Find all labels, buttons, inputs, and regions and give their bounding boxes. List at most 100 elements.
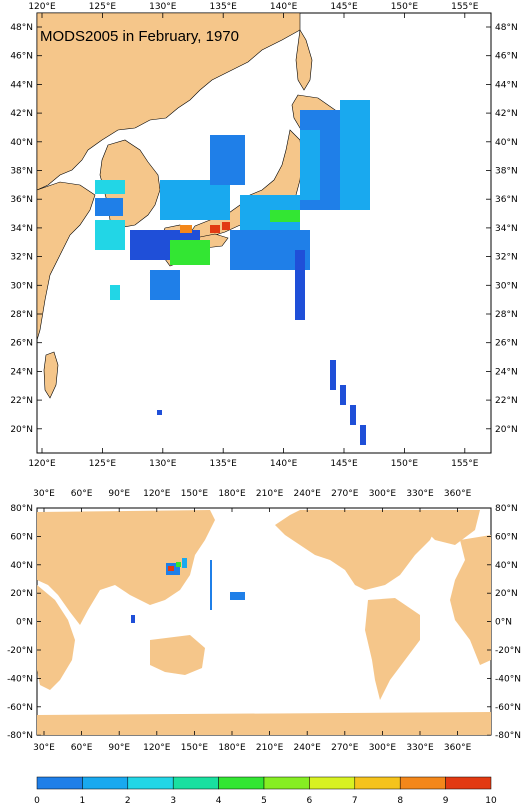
lon-label-top: 240°E — [294, 489, 322, 499]
map-title: MODS2005 in February, 1970 — [40, 28, 239, 45]
data-cell — [300, 130, 320, 200]
lon-label-bottom: 150°E — [181, 743, 209, 753]
data-cell — [360, 425, 366, 445]
data-cell — [157, 410, 162, 415]
lat-label-left: 38°N — [10, 167, 33, 177]
colorbar-cell — [218, 776, 265, 790]
lat-label-right: 32°N — [495, 253, 518, 263]
south-america — [365, 598, 420, 700]
data-cell — [95, 180, 125, 194]
lat-label-left: 26°N — [10, 339, 33, 349]
colorbar-cell — [172, 776, 219, 790]
data-cell — [95, 198, 123, 216]
colorbar-cell — [263, 776, 310, 790]
colorbar-cell — [354, 776, 401, 790]
lat-label-left: 44°N — [10, 80, 33, 90]
lon-label-bottom: 120°E — [143, 743, 171, 753]
lat-label-left: -40°N — [7, 674, 33, 684]
data-cell — [230, 592, 245, 600]
lon-label-bottom: 180°E — [218, 743, 246, 753]
lon-label-top: 120°E — [143, 489, 171, 499]
lat-label-right: -80°N — [495, 731, 521, 741]
data-cell — [95, 220, 125, 250]
lon-label-top: 125°E — [89, 2, 117, 12]
lat-label-right: -40°N — [495, 674, 521, 684]
north-america — [275, 510, 445, 590]
data-cell — [168, 566, 174, 571]
colorbar-label: 9 — [443, 796, 449, 806]
africa — [37, 585, 75, 690]
lat-label-left: 34°N — [10, 224, 33, 234]
data-cell — [340, 100, 370, 210]
lat-label-right: 28°N — [495, 310, 518, 320]
lat-label-left: 0°N — [16, 618, 33, 628]
lat-label-left: 32°N — [10, 253, 33, 263]
lat-label-right: 40°N — [495, 561, 518, 571]
data-cell — [222, 222, 230, 230]
lon-label-top: 120°E — [28, 2, 56, 12]
lat-label-right: 42°N — [495, 109, 518, 119]
lon-label-bottom: 240°E — [294, 743, 322, 753]
lat-label-right: 22°N — [495, 396, 518, 406]
lat-label-left: 20°N — [10, 589, 33, 599]
lat-label-right: 60°N — [495, 532, 518, 542]
colorbar-label: 4 — [216, 796, 222, 806]
lon-label-top: 180°E — [218, 489, 246, 499]
data-cell — [350, 405, 356, 425]
data-cell — [131, 615, 135, 623]
data-cell — [270, 210, 300, 222]
lon-label-top: 360°E — [444, 489, 472, 499]
lon-label-bottom: 150°E — [391, 459, 419, 469]
lat-label-left: 46°N — [10, 52, 33, 62]
colorbar-cell — [445, 776, 492, 790]
lat-label-left: 30°N — [10, 281, 33, 291]
data-cell — [110, 285, 120, 300]
colorbar-cell — [309, 776, 356, 790]
lat-label-right: 24°N — [495, 367, 518, 377]
colorbar-label: 3 — [170, 796, 176, 806]
lon-label-bottom: 330°E — [406, 743, 434, 753]
lat-label-right: -20°N — [495, 646, 521, 656]
lon-label-bottom: 135°E — [210, 459, 238, 469]
data-cell — [180, 225, 192, 233]
lat-label-left: 60°N — [10, 532, 33, 542]
lat-label-right: 46°N — [495, 52, 518, 62]
colorbar-label: 1 — [80, 796, 86, 806]
lat-label-left: 48°N — [10, 23, 33, 33]
lat-label-left: 42°N — [10, 109, 33, 119]
lat-label-left: -60°N — [7, 703, 33, 713]
lat-label-right: -60°N — [495, 703, 521, 713]
colorbar-cell — [127, 776, 174, 790]
lon-label-bottom: 60°E — [71, 743, 93, 753]
antarctica — [37, 712, 491, 735]
data-cell — [210, 225, 220, 233]
lat-label-left: -20°N — [7, 646, 33, 656]
lat-label-right: 36°N — [495, 195, 518, 205]
data-cell — [330, 360, 336, 390]
lon-label-bottom: 270°E — [331, 743, 359, 753]
colorbar-cell — [82, 776, 129, 790]
data-cell — [340, 385, 346, 405]
lon-label-top: 155°E — [451, 2, 479, 12]
lon-label-top: 135°E — [210, 2, 238, 12]
lon-label-top: 130°E — [149, 2, 177, 12]
colorbar-cell — [399, 776, 446, 790]
lon-label-top: 145°E — [330, 2, 358, 12]
lat-label-right: 26°N — [495, 339, 518, 349]
lat-label-right: 38°N — [495, 167, 518, 177]
europe-africa-east — [450, 535, 491, 665]
lat-label-left: 28°N — [10, 310, 33, 320]
data-cell — [182, 558, 187, 568]
lat-label-left: 36°N — [10, 195, 33, 205]
greenland — [410, 510, 480, 545]
data-cell — [210, 560, 212, 610]
lon-label-top: 30°E — [33, 489, 55, 499]
lon-label-top: 210°E — [256, 489, 284, 499]
lat-label-left: 20°N — [10, 425, 33, 435]
lat-label-right: 44°N — [495, 80, 518, 90]
colorbar-label: 6 — [307, 796, 313, 806]
colorbar-label: 10 — [485, 796, 497, 806]
